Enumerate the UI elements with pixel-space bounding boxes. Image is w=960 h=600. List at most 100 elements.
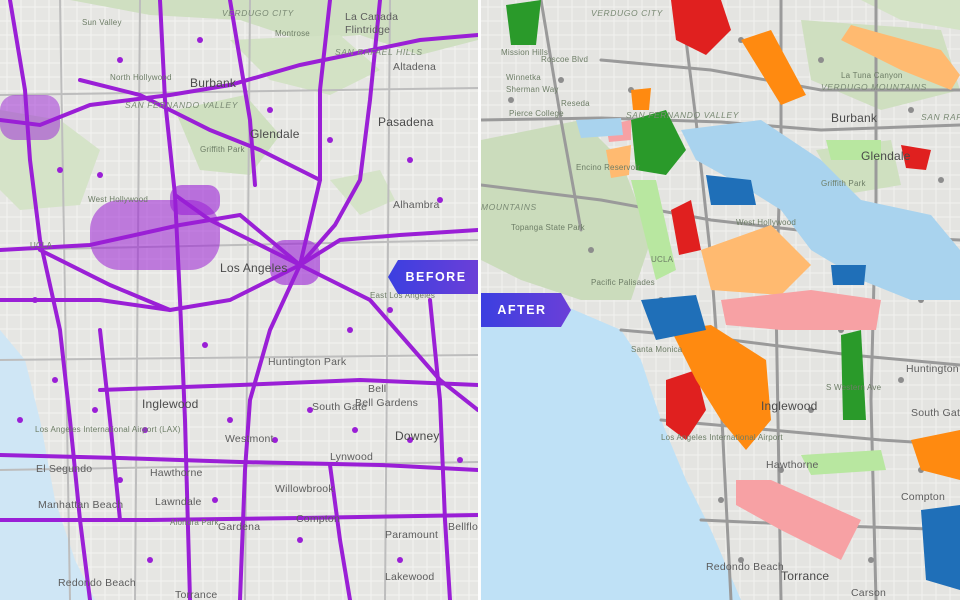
park-area <box>330 170 395 215</box>
label-la-canada: La Canada <box>345 11 398 23</box>
after-map: VERDUGO CITY La Tuna Canyon VERDUGO MOUN… <box>481 0 960 600</box>
label-westmont: Westmont <box>225 433 274 445</box>
label-pacific-palisades: Pacific Palisades <box>591 278 655 287</box>
mountain-area <box>70 0 478 55</box>
label-burbank: Burbank <box>831 111 878 125</box>
territory-red-north <box>671 0 731 55</box>
territory-blue-north <box>706 175 756 205</box>
label-bellflower: Bellflower <box>448 521 478 533</box>
label-ucla: UCLA <box>651 255 674 264</box>
label-torrance: Torrance <box>175 589 217 600</box>
pacific-ocean <box>0 330 95 600</box>
label-hawthorne: Hawthorne <box>150 467 203 479</box>
label-el-segundo: El Segundo <box>36 463 92 475</box>
label-burbank: Burbank <box>190 76 237 90</box>
label-glendale: Glendale <box>250 127 300 141</box>
label-paramount: Paramount <box>385 529 438 541</box>
panel-divider[interactable] <box>478 0 481 600</box>
label-altadena: Altadena <box>393 61 436 73</box>
after-map-labels: VERDUGO CITY La Tuna Canyon VERDUGO MOUN… <box>481 8 960 599</box>
label-manhattan-beach: Manhattan Beach <box>38 499 123 511</box>
label-lynwood: Lynwood <box>330 451 373 463</box>
label-montrose: Montrose <box>275 29 310 38</box>
territory-green-north <box>506 0 541 45</box>
before-map-labels: Sun Valley VERDUGO CITY La Canada Flintr… <box>30 8 478 600</box>
label-huntington-park: Huntington Park <box>906 363 960 375</box>
label-griffith-park: Griffith Park <box>200 145 245 154</box>
label-lakewood: Lakewood <box>385 571 434 583</box>
label-torrance: Torrance <box>781 569 829 583</box>
before-tag: BEFORE <box>388 260 478 294</box>
label-ucla: UCLA <box>30 241 53 250</box>
verdugo-mountains <box>801 20 960 110</box>
label-san-rafael-hills: SAN RAFAEL HILLS <box>335 47 423 57</box>
label-redondo-beach: Redondo Beach <box>58 577 136 589</box>
label-reseda: Reseda <box>561 99 590 108</box>
label-alhambra: Alhambra <box>393 199 440 211</box>
territory-blue-east <box>831 265 866 285</box>
point-scatter <box>0 37 463 563</box>
territory-lightgreen-south <box>801 450 886 475</box>
label-western-ave: S Western Ave <box>826 383 882 392</box>
label-glendale: Glendale <box>861 149 911 163</box>
territory-green-south <box>841 330 866 420</box>
territory-peach-west <box>606 145 631 178</box>
label-redondo-beach: Redondo Beach <box>706 561 784 573</box>
pacific-ocean <box>481 300 741 600</box>
label-west-hollywood: West Hollywood <box>88 195 148 204</box>
label-flintridge: Flintridge <box>345 24 390 36</box>
label-roscoe-blvd: Roscoe Blvd <box>541 55 588 64</box>
label-west-hollywood: West Hollywood <box>736 218 796 227</box>
label-inglewood: Inglewood <box>761 399 818 413</box>
label-alondra-park: Alondra Park <box>170 518 219 527</box>
label-pierce-college: Pierce College <box>509 109 564 118</box>
label-santa-monica: Santa Monica <box>631 345 683 354</box>
label-compton: Compton <box>901 491 945 503</box>
after-map-panel[interactable]: VERDUGO CITY La Tuna Canyon VERDUGO MOUN… <box>481 0 960 600</box>
label-verdugo-city: VERDUGO CITY <box>222 8 295 18</box>
label-sherman-way: Sherman Way <box>506 85 559 94</box>
territory-orange-north <box>741 30 806 105</box>
label-carson: Carson <box>851 587 886 599</box>
label-south-gate: South Gate <box>312 401 367 413</box>
territory-lightgreen-west <box>631 180 676 280</box>
santa-monica-mountains <box>481 120 651 300</box>
label-encino-reservoir: Encino Reservoir <box>576 163 640 172</box>
label-topanga-state-park: Topanga State Park <box>511 223 586 232</box>
hills <box>861 0 960 30</box>
territory-orange-east <box>911 430 960 480</box>
label-lawndale: Lawndale <box>155 496 202 508</box>
label-inglewood: Inglewood <box>142 397 199 411</box>
territory-orange-south <box>671 325 771 450</box>
label-san-fernando-valley: SAN FERNANDO VALLEY <box>125 100 239 110</box>
label-bell: Bell <box>368 383 386 395</box>
label-hawthorne: Hawthorne <box>766 459 819 471</box>
label-los-angeles: Los Angeles <box>220 261 288 275</box>
label-gardena: Gardena <box>218 521 260 533</box>
territory-pink-south <box>736 480 861 560</box>
territory-red-south <box>666 370 706 440</box>
label-verdugo-city: VERDUGO CITY <box>591 8 664 18</box>
label-pasadena: Pasadena <box>378 115 434 129</box>
territory-green-valley <box>631 110 686 175</box>
territory-red-mid <box>671 200 701 255</box>
label-san-fernando-valley: SAN FERNANDO VALLEY <box>626 110 740 120</box>
label-willowbrook: Willowbrook <box>275 483 334 495</box>
label-griffith-park: Griffith Park <box>821 179 866 188</box>
territory-lightgreen-griffith <box>826 140 881 160</box>
label-la-airport: Los Angeles International Airport (LAX) <box>35 425 181 434</box>
label-north-hollywood: North Hollywood <box>110 73 172 82</box>
label-downey: Downey <box>395 429 440 443</box>
territory-lightblue <box>681 120 960 300</box>
label-mountains: MOUNTAINS <box>481 202 537 212</box>
label-verdugo-mountains: VERDUGO MOUNTAINS <box>821 82 927 92</box>
label-huntington-park: Huntington Park <box>268 356 347 368</box>
territory-pink-center <box>721 290 881 330</box>
before-map-panel[interactable]: Sun Valley VERDUGO CITY La Canada Flintr… <box>0 0 478 600</box>
label-san-rafael: SAN RAFAEL <box>921 112 960 122</box>
territory-peach-north <box>841 25 960 90</box>
territory-blue-se <box>921 505 960 590</box>
label-compton: Compton <box>296 513 340 525</box>
territories <box>506 0 960 590</box>
